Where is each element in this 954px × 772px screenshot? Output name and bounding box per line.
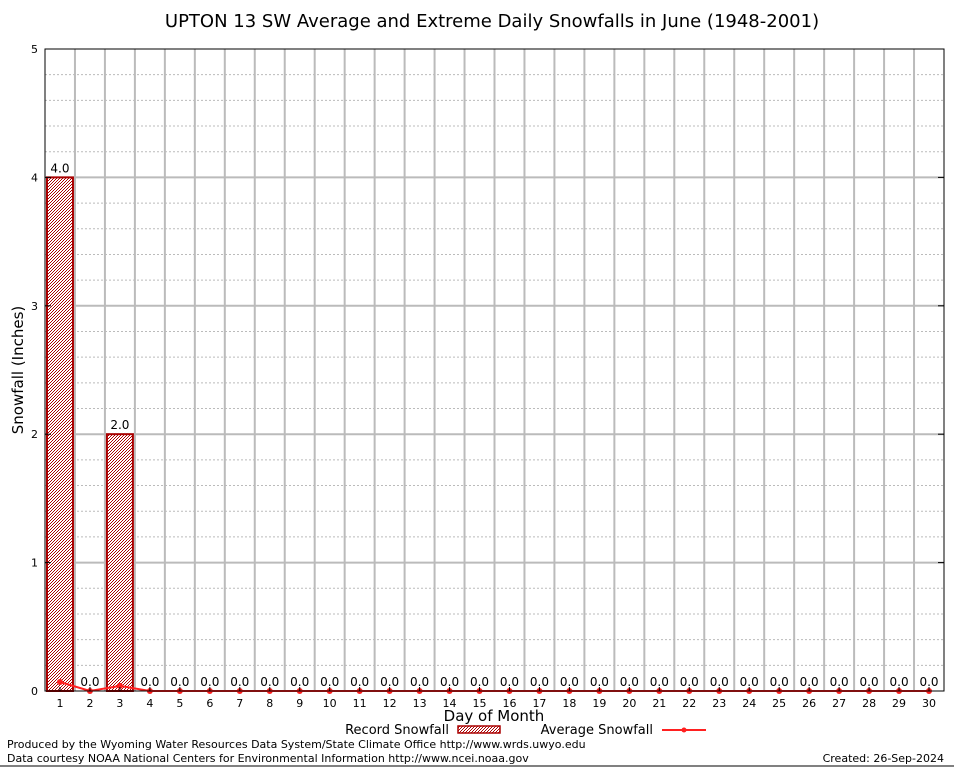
x-tick-label: 4 bbox=[146, 697, 153, 710]
bar-value-label: 0.0 bbox=[440, 675, 459, 689]
x-tick-label: 25 bbox=[772, 697, 786, 710]
bar-value-label: 0.0 bbox=[710, 675, 729, 689]
x-tick-label: 1 bbox=[56, 697, 63, 710]
bar-value-label: 0.0 bbox=[740, 675, 759, 689]
bar-value-label: 0.0 bbox=[80, 675, 99, 689]
bar-value-label: 0.0 bbox=[230, 675, 249, 689]
bar-value-label: 0.0 bbox=[680, 675, 699, 689]
footer-produced: Produced by the Wyoming Water Resources … bbox=[7, 738, 586, 751]
x-tick-label: 3 bbox=[116, 697, 123, 710]
bar-value-label: 0.0 bbox=[350, 675, 369, 689]
x-tick-label: 20 bbox=[622, 697, 636, 710]
average-point bbox=[116, 682, 123, 689]
y-tick-label: 2 bbox=[31, 428, 38, 441]
x-tick-label: 28 bbox=[862, 697, 876, 710]
bar-value-label: 0.0 bbox=[770, 675, 789, 689]
x-tick-label: 2 bbox=[86, 697, 93, 710]
x-tick-label: 5 bbox=[176, 697, 183, 710]
bar-value-label: 0.0 bbox=[470, 675, 489, 689]
bar-value-label: 0.0 bbox=[800, 675, 819, 689]
y-tick-label: 0 bbox=[31, 685, 38, 698]
x-tick-label: 19 bbox=[592, 697, 606, 710]
footer-courtesy: Data courtesy NOAA National Centers for … bbox=[7, 752, 529, 765]
x-tick-label: 13 bbox=[413, 697, 427, 710]
x-tick-label: 15 bbox=[473, 697, 487, 710]
x-tick-label: 18 bbox=[562, 697, 576, 710]
y-tick-label: 5 bbox=[31, 43, 38, 56]
bar-value-label: 0.0 bbox=[830, 675, 849, 689]
bar-value-label: 0.0 bbox=[170, 675, 189, 689]
bar-value-label: 0.0 bbox=[620, 675, 639, 689]
y-axis-label: Snowfall (Inches) bbox=[9, 306, 27, 434]
x-tick-label: 6 bbox=[206, 697, 213, 710]
bar-value-label: 0.0 bbox=[590, 675, 609, 689]
legend-record-label: Record Snowfall bbox=[345, 723, 449, 738]
bar-value-label: 0.0 bbox=[410, 675, 429, 689]
bar-value-label: 4.0 bbox=[50, 161, 69, 175]
legend-record-swatch bbox=[457, 725, 501, 734]
x-tick-label: 21 bbox=[652, 697, 666, 710]
y-tick-label: 1 bbox=[31, 557, 38, 570]
bar-value-label: 0.0 bbox=[260, 675, 279, 689]
x-tick-label: 26 bbox=[802, 697, 816, 710]
x-tick-label: 22 bbox=[682, 697, 696, 710]
average-point bbox=[56, 679, 63, 686]
bar-value-label: 0.0 bbox=[500, 675, 519, 689]
plot-frame bbox=[44, 48, 945, 692]
chart-title: UPTON 13 SW Average and Extreme Daily Sn… bbox=[165, 11, 819, 32]
x-tick-label: 17 bbox=[532, 697, 546, 710]
bar-value-label: 0.0 bbox=[140, 675, 159, 689]
x-axis-label: Day of Month bbox=[444, 707, 545, 725]
x-tick-label: 30 bbox=[922, 697, 936, 710]
x-tick-label: 23 bbox=[712, 697, 726, 710]
x-tick-label: 14 bbox=[443, 697, 457, 710]
bar-value-label: 0.0 bbox=[919, 675, 938, 689]
bar-value-label: 0.0 bbox=[860, 675, 879, 689]
x-tick-label: 9 bbox=[296, 697, 303, 710]
bar-value-label: 0.0 bbox=[200, 675, 219, 689]
x-tick-label: 10 bbox=[323, 697, 337, 710]
bar-value-label: 0.0 bbox=[530, 675, 549, 689]
x-tick-label: 11 bbox=[353, 697, 367, 710]
legend-average-marker bbox=[681, 727, 687, 733]
x-tick-label: 24 bbox=[742, 697, 756, 710]
y-tick-label: 4 bbox=[31, 171, 38, 184]
footer-created: Created: 26-Sep-2024 bbox=[822, 752, 944, 765]
bar-value-label: 0.0 bbox=[890, 675, 909, 689]
x-tick-label: 27 bbox=[832, 697, 846, 710]
y-tick-label: 3 bbox=[31, 300, 38, 313]
x-tick-label: 12 bbox=[383, 697, 397, 710]
bar-value-label: 2.0 bbox=[110, 418, 129, 432]
record-bar bbox=[105, 433, 134, 692]
x-tick-label: 16 bbox=[502, 697, 516, 710]
x-tick-label: 29 bbox=[892, 697, 906, 710]
x-tick-label: 7 bbox=[236, 697, 243, 710]
bar-value-label: 0.0 bbox=[290, 675, 309, 689]
x-tick-label: 8 bbox=[266, 697, 273, 710]
legend-average-label: Average Snowfall bbox=[541, 723, 653, 738]
bar-value-label: 0.0 bbox=[380, 675, 399, 689]
bar-value-label: 0.0 bbox=[560, 675, 579, 689]
bar-value-label: 0.0 bbox=[320, 675, 339, 689]
bar-value-label: 0.0 bbox=[650, 675, 669, 689]
